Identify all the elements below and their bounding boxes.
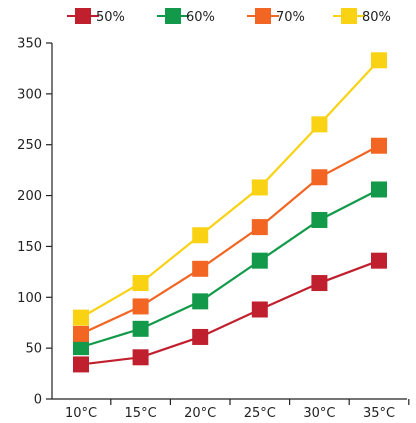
data-point [251, 301, 268, 318]
y-tick-label: 100 [17, 291, 42, 306]
data-point [251, 179, 268, 196]
data-point [251, 252, 268, 269]
legend-marker [75, 8, 91, 24]
series-80-pct [73, 52, 387, 326]
y-tick-label: 300 [17, 87, 42, 102]
legend-item: 50% [67, 8, 125, 25]
x-tick-label: 25°C [244, 406, 276, 421]
legend-label: 60% [186, 10, 215, 25]
x-tick-label: 35°C [363, 406, 395, 421]
y-tick-label: 350 [17, 37, 42, 52]
legend-item: 80% [333, 8, 391, 25]
data-point [132, 298, 149, 315]
data-point [311, 275, 328, 292]
series-line [80, 188, 380, 349]
data-point [371, 181, 387, 198]
x-tick-label: 15°C [125, 406, 157, 421]
data-point [371, 252, 387, 269]
data-point [311, 211, 328, 228]
x-tick-label: 30°C [303, 406, 335, 421]
series-line [80, 144, 380, 335]
x-tick-label: 20°C [184, 406, 216, 421]
data-point [251, 219, 268, 236]
series-50-pct [73, 252, 387, 373]
series-layer [73, 52, 387, 373]
y-tick-label: 250 [17, 138, 42, 153]
legend-label: 80% [362, 10, 391, 25]
data-point [371, 137, 387, 154]
series-70-pct [73, 137, 387, 342]
data-point [192, 328, 209, 345]
data-point [132, 275, 149, 292]
legend: 50% 60% 70% 80% [67, 8, 391, 25]
data-point [192, 260, 209, 277]
legend-marker [255, 8, 271, 24]
data-point [132, 320, 149, 337]
data-point [73, 356, 89, 373]
data-point [192, 293, 209, 310]
data-point [371, 52, 387, 69]
legend-marker [165, 8, 181, 24]
series-60-pct [73, 181, 387, 356]
series-line [80, 59, 380, 319]
y-tick-label: 0 [34, 393, 42, 408]
data-point [73, 325, 89, 342]
data-point [132, 349, 149, 366]
legend-label: 50% [96, 10, 125, 25]
series-line [80, 259, 380, 366]
data-point [192, 227, 209, 244]
data-point [311, 116, 328, 133]
data-point [73, 309, 89, 326]
legend-item: 70% [247, 8, 305, 25]
data-point [73, 339, 89, 356]
y-axis: 0 50 100 150 200 250 300 350 [17, 37, 53, 408]
legend-item: 60% [157, 8, 215, 25]
legend-label: 70% [276, 10, 305, 25]
y-tick-label: 200 [17, 189, 42, 204]
legend-marker [341, 8, 357, 24]
y-tick-label: 50 [25, 342, 42, 357]
x-axis: 10°C 15°C 20°C 25°C 30°C 35°C [52, 398, 410, 421]
x-tick-label: 10°C [65, 406, 97, 421]
y-tick-label: 150 [17, 240, 42, 255]
data-point [311, 169, 328, 186]
